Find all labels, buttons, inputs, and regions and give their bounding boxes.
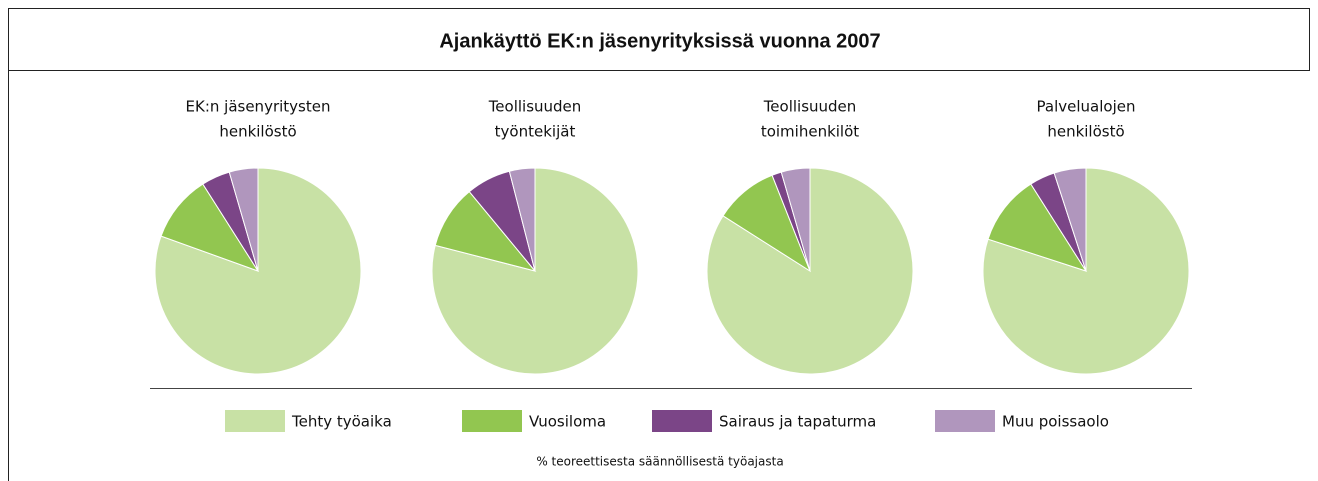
pie-title: Palvelualojen [1037,98,1136,116]
legend-swatch [225,410,285,432]
legend-label: Vuosiloma [529,413,606,431]
pie-title: EK:n jäsenyritysten [186,98,331,116]
pie-slice [160,183,260,272]
legend-swatch [462,410,522,432]
frame [8,8,1310,481]
pie-slice [982,167,1190,375]
footnote: % teoreettisesta säännöllisestä työajast… [536,455,783,469]
pie-title: työntekijät [495,123,576,141]
pie-slice [706,167,914,375]
pie-title: henkilöstö [219,123,296,141]
legend-label: Tehty työaika [291,413,392,431]
pie-title: toimihenkilöt [761,123,859,141]
pie-slice [508,167,536,272]
pie-slice [154,167,362,375]
pie-slice [780,167,811,272]
legend-label: Muu poissaolo [1002,413,1109,431]
page-title: Ajankäyttö EK:n jäsenyrityksissä vuonna … [439,30,880,52]
legend-swatch [935,410,995,432]
pie-slice [228,167,259,272]
pie-title: Teollisuuden [488,98,582,116]
legend-swatch [652,410,712,432]
pie-slice [987,183,1088,272]
pie-title: Teollisuuden [763,98,857,116]
legend-label: Sairaus ja tapaturma [719,413,876,431]
pie-slice [431,167,639,375]
pie-title: henkilöstö [1047,123,1124,141]
pie-slice [1053,167,1087,272]
